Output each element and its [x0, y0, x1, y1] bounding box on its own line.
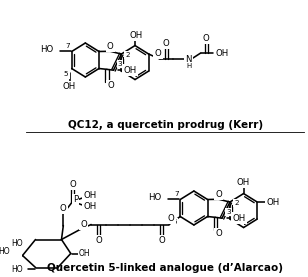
- Text: O: O: [69, 180, 76, 189]
- Text: OH: OH: [237, 178, 250, 187]
- Text: P: P: [73, 195, 78, 204]
- Text: O: O: [107, 42, 114, 51]
- Text: OH: OH: [62, 82, 75, 91]
- Text: OH: OH: [215, 48, 229, 58]
- Text: 7: 7: [66, 42, 70, 48]
- Text: O: O: [158, 236, 165, 245]
- Text: O: O: [107, 81, 114, 90]
- Text: 2: 2: [234, 200, 239, 206]
- Text: 3: 3: [118, 61, 122, 67]
- Text: OH: OH: [83, 202, 97, 211]
- Text: O: O: [60, 204, 67, 213]
- Text: N: N: [185, 55, 192, 63]
- Text: H: H: [186, 63, 191, 69]
- Text: O: O: [203, 34, 209, 43]
- Text: Quercetin 5-linked analogue (d’Alarcao): Quercetin 5-linked analogue (d’Alarcao): [47, 263, 283, 273]
- Text: HO: HO: [40, 45, 53, 54]
- Text: O: O: [168, 214, 174, 223]
- Text: 5: 5: [64, 71, 68, 78]
- Text: O: O: [80, 220, 87, 229]
- Text: HO: HO: [11, 265, 22, 274]
- Text: O: O: [155, 48, 161, 58]
- Text: O: O: [95, 236, 102, 245]
- Text: OH: OH: [232, 214, 245, 223]
- Text: 5: 5: [172, 219, 177, 225]
- Text: 3: 3: [226, 209, 231, 215]
- Text: QC12, a quercetin prodrug (Kerr): QC12, a quercetin prodrug (Kerr): [67, 120, 263, 130]
- Text: 7: 7: [174, 191, 179, 196]
- Text: O: O: [163, 39, 170, 48]
- Text: HO: HO: [0, 247, 10, 256]
- Text: OH: OH: [83, 191, 97, 200]
- Text: O: O: [216, 229, 222, 238]
- Text: HO: HO: [11, 239, 22, 248]
- Text: OH: OH: [124, 66, 137, 75]
- Text: OH: OH: [129, 31, 143, 40]
- Text: O: O: [215, 190, 222, 199]
- Text: OH: OH: [79, 249, 91, 258]
- Text: 2: 2: [126, 52, 130, 58]
- Text: OH: OH: [266, 198, 280, 207]
- Text: HO: HO: [148, 193, 162, 202]
